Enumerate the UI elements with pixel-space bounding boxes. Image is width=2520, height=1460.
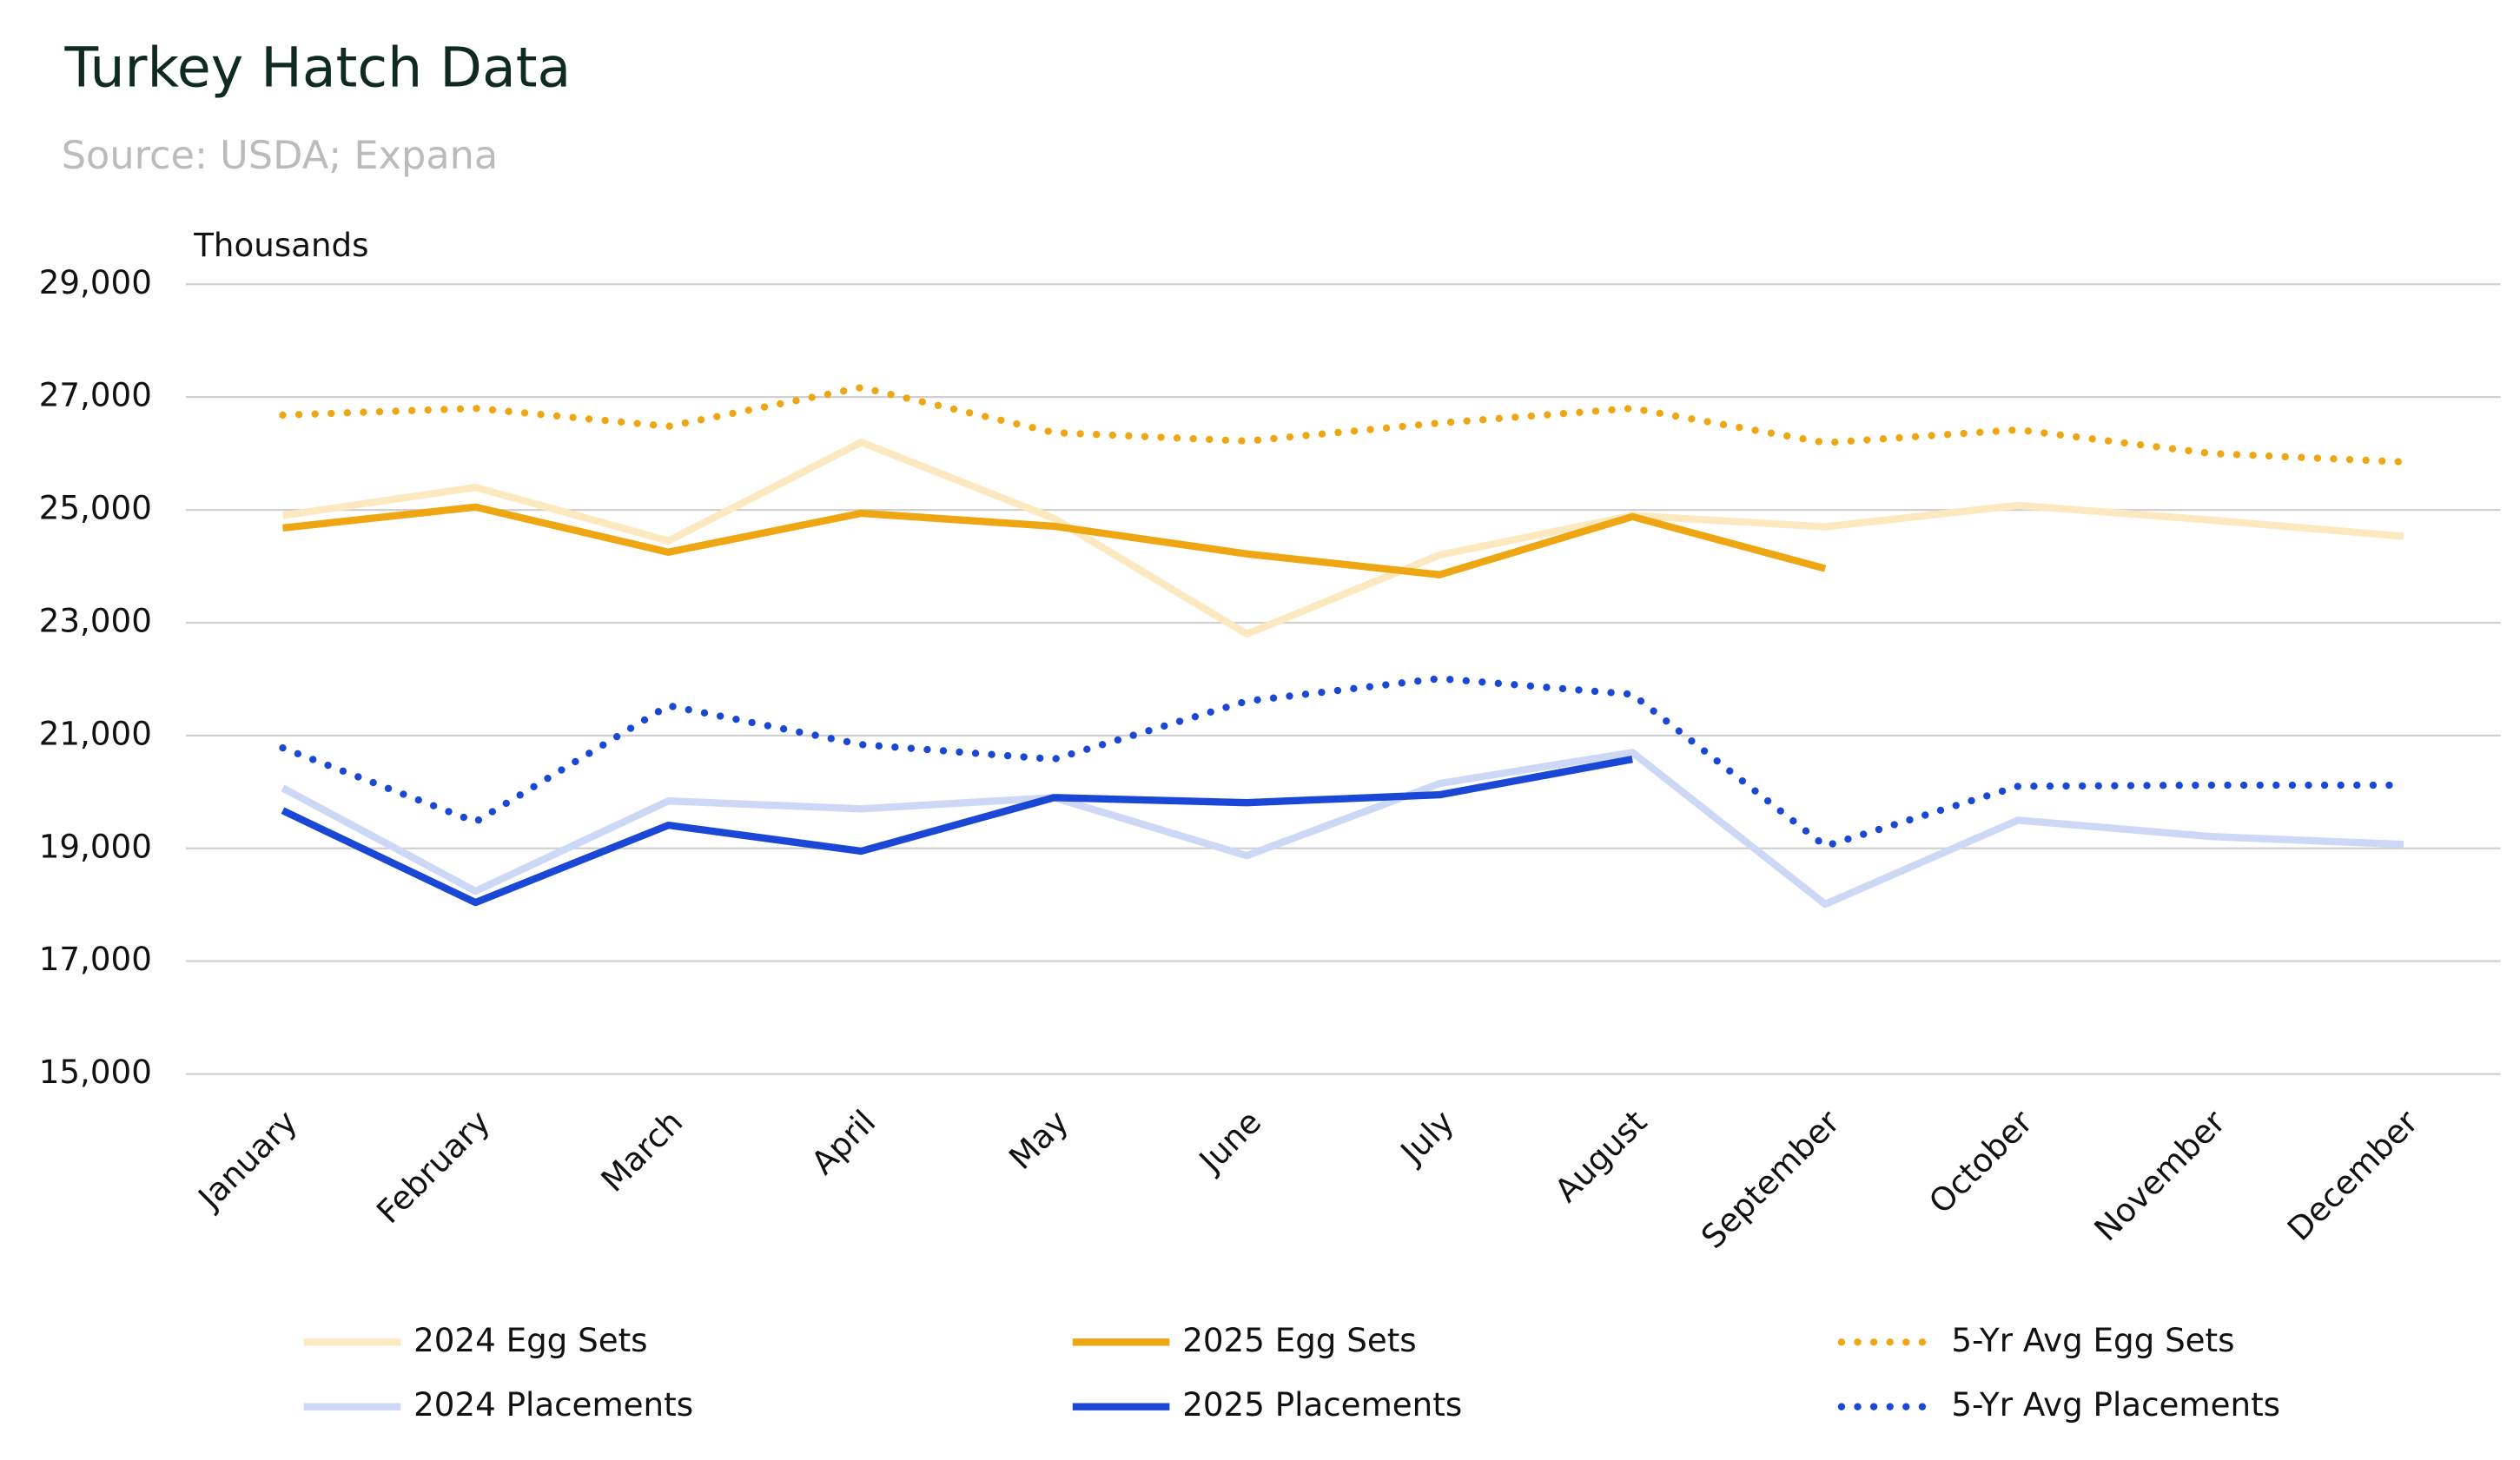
y-axis-label: Thousands [193,226,368,264]
x-tick-label: April [804,1102,883,1181]
legend-label: 2024 Egg Sets [413,1321,647,1359]
x-tick-label: June [1190,1102,1268,1180]
x-tick-label: February [369,1102,498,1231]
legend-label: 2025 Placements [1182,1385,1462,1424]
chart-subtitle: Source: USDA; Expana [62,133,499,178]
x-tick-label: July [1392,1102,1461,1172]
x-tick-label: September [1694,1102,1848,1256]
x-tick-label: January [189,1102,304,1217]
y-tick-label: 27,000 [39,376,152,414]
y-tick-label: 29,000 [39,263,152,301]
x-tick-label: March [593,1102,690,1199]
x-tick-label: May [1002,1102,1075,1176]
series-line [281,749,2404,908]
y-tick-label: 23,000 [39,601,152,639]
series-line [282,503,1827,578]
series-line [279,383,2408,466]
chart-title: Turkey Hatch Data [63,35,571,99]
series-line [281,438,2404,638]
y-tick-label: 17,000 [39,940,152,978]
x-tick-label: November [2087,1102,2232,1248]
y-tick-label: 15,000 [39,1053,152,1091]
x-tick-label: August [1547,1102,1654,1209]
x-tick-label: October [1921,1102,2040,1221]
legend-label: 2024 Placements [413,1385,693,1424]
legend-label: 5-Yr Avg Egg Sets [1951,1321,2234,1359]
series-line [279,675,2408,850]
legend-label: 5-Yr Avg Placements [1951,1385,2280,1424]
series-line [281,756,1633,907]
legend-label: 2025 Egg Sets [1182,1321,1416,1359]
y-tick-label: 21,000 [39,714,152,752]
x-tick-label: December [2280,1102,2426,1248]
y-tick-label: 19,000 [39,827,152,865]
y-tick-label: 25,000 [39,489,152,527]
